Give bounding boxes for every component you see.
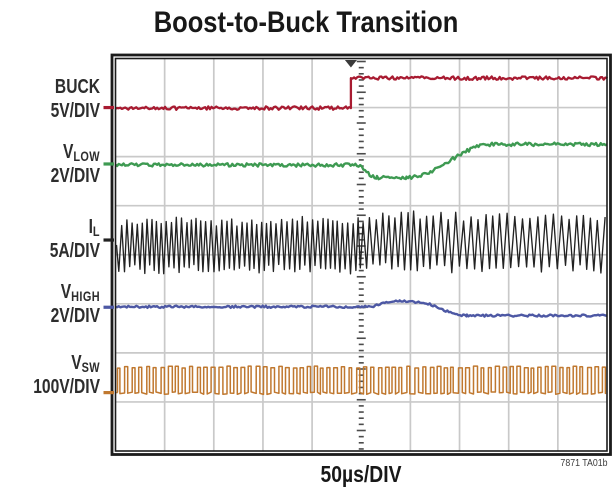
channel-scale-vhigh: 2V/DIV — [50, 305, 100, 327]
channel-label-vhigh: VHIGH 2V/DIV — [0, 281, 100, 328]
plot-border-inner — [114, 57, 608, 452]
channel-marker-4 — [103, 391, 114, 395]
channel-label-vsw: VSW 100V/DIV — [0, 352, 100, 399]
channel-label-il: IL 5A/DIV — [0, 216, 100, 263]
channel-marker-1 — [103, 162, 114, 166]
channel-marker-0 — [103, 105, 114, 110]
figure-tag: 7871 TA01b — [560, 458, 608, 469]
page-title: Boost-to-Buck Transition — [153, 6, 459, 39]
plot-border-outer — [110, 53, 612, 456]
channel-label-buck: BUCK 5V/DIV — [0, 76, 100, 123]
trace-il — [115, 210, 606, 275]
trace-vsw — [115, 365, 607, 396]
channel-label-vlow: VLOW 2V/DIV — [0, 141, 100, 188]
channel-marker-3 — [103, 305, 114, 309]
time-scale-label: 50µs/DIV — [320, 461, 402, 487]
channel-scale-vsw: 100V/DIV — [33, 376, 100, 398]
trigger-marker-icon — [344, 60, 357, 68]
channel-scale-vlow: 2V/DIV — [50, 165, 100, 187]
trace-buck — [115, 75, 609, 111]
trace-vlow — [114, 141, 608, 181]
trace-vhigh — [115, 299, 608, 318]
channel-scale-buck: 5V/DIV — [50, 100, 100, 122]
channel-marker-2 — [103, 238, 114, 242]
channel-scale-il: 5A/DIV — [49, 240, 100, 262]
